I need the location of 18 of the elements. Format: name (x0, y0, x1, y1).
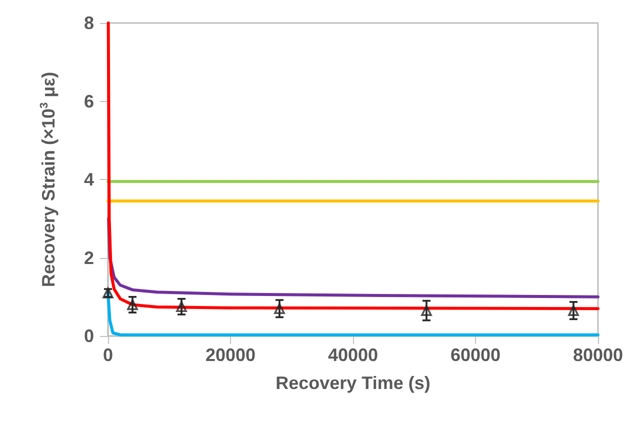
point (274, 303, 285, 314)
point (176, 301, 187, 312)
y-tick-label: 2 (84, 248, 94, 268)
x-axis-title: Recovery Time (s) (276, 373, 430, 393)
x-tick-label: 60000 (450, 345, 501, 365)
point (568, 305, 579, 316)
y-tick-label: 6 (84, 91, 94, 112)
line-series (107, 217, 600, 298)
point (127, 299, 138, 310)
y-axis-title: Recovery Strain (×103 με) (38, 72, 58, 288)
x-tick-label: 20000 (205, 345, 256, 365)
x-tick-label: 0 (102, 345, 114, 365)
x-tick-label: 80000 (572, 345, 624, 365)
y-tick-label: 0 (84, 326, 94, 346)
point (421, 305, 432, 316)
y-tick-label: 4 (84, 170, 94, 190)
x-tick-label: 40000 (328, 345, 378, 365)
y-tick-label: 8 (84, 13, 94, 33)
